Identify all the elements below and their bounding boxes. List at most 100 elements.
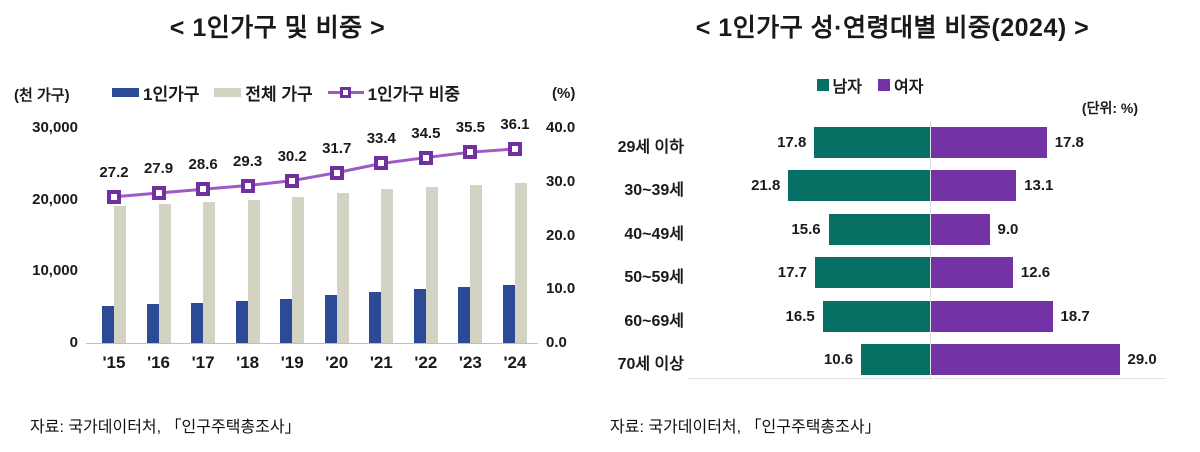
male-bar (788, 170, 930, 202)
right-axis-tick: 10.0 (546, 280, 576, 298)
legend-item-total-household: 전체 가구 (214, 80, 313, 105)
legend-item-male: 남자 (816, 73, 862, 97)
age-group-label: 60~69세 (624, 312, 684, 330)
male-value-label: 15.6 (791, 220, 821, 238)
x-axis-label: '19 (280, 353, 304, 372)
ratio-marker (463, 145, 478, 160)
ratio-value-label: 31.7 (322, 139, 352, 157)
ratio-marker (374, 156, 389, 171)
male-value-label: 17.7 (777, 264, 807, 282)
left-chart-legend: 1인가구 전체 가구 1인가구 비중 (112, 80, 460, 105)
combo-chart-plot: 30,000 20,000 10,000 0 40.0 30.0 20.0 10.0 0.0 '1… (32, 115, 576, 372)
x-axis-label: '18 (236, 353, 260, 372)
x-axis-label: '15 (102, 353, 126, 372)
female-value-label: 13.1 (1024, 177, 1054, 195)
left-axis-tick: 0 (69, 334, 78, 351)
x-axis-label: '23 (458, 353, 482, 372)
single-household-swatch-icon (112, 88, 139, 97)
single-household-bar (458, 286, 471, 343)
line-marker-icon (327, 86, 364, 100)
total-household-bar (425, 186, 438, 343)
legend-label: 남자 (832, 79, 862, 96)
single-household-bar (369, 291, 382, 343)
male-value-label: 17.8 (777, 134, 807, 151)
ratio-value-label: 30.2 (277, 147, 307, 165)
female-bar (931, 213, 990, 245)
total-household-bar (158, 204, 171, 343)
total-household-bar (514, 183, 527, 343)
male-bar (814, 257, 930, 289)
legend-label: 1인가구 (143, 85, 200, 104)
left-axis-tick: 10,000 (32, 262, 78, 280)
x-axis-label: '16 (147, 353, 171, 372)
legend-item-single-household: 1인가구 (112, 80, 199, 105)
legend-label: 여자 (894, 79, 924, 96)
ratio-value-label: 29.3 (233, 152, 263, 170)
right-source-note: 자료: 국가데이터처, 「인구주택총조사」 (610, 419, 881, 436)
female-value-label: 18.7 (1060, 307, 1090, 325)
x-axis-label: '22 (414, 353, 438, 372)
ratio-value-label: 34.5 (411, 124, 441, 142)
total-household-bar (336, 193, 349, 343)
total-household-bar (470, 184, 483, 343)
female-bar (931, 127, 1047, 158)
right-chart-title: < 1인가구 성·연령대별 비중(2024) > (695, 14, 1090, 42)
ratio-marker (285, 173, 300, 188)
female-value-label: 9.0 (997, 220, 1019, 238)
male-bar (822, 300, 930, 332)
ratio-value-label: 27.2 (99, 163, 129, 181)
single-household-bar (235, 301, 248, 343)
total-household-bar (203, 202, 216, 343)
ratio-value-label: 33.4 (366, 130, 396, 148)
left-axis-tick: 30,000 (32, 119, 78, 136)
bottom-axis-line (688, 378, 1166, 379)
ratio-marker (507, 141, 522, 156)
age-group-label: 29세 이하 (617, 139, 684, 156)
legend-label: 1인가구 비중 (367, 85, 461, 104)
right-axis-unit-label: (%) (552, 85, 576, 102)
legend-label: 전체 가구 (245, 85, 313, 104)
x-axis-label: '20 (325, 353, 349, 372)
total-household-bar (114, 206, 126, 343)
x-axis-line (86, 343, 538, 344)
ratio-marker (196, 182, 211, 197)
left-chart-title: < 1인가구 및 비중 > (169, 14, 386, 42)
ratio-value-label: 35.5 (455, 119, 485, 137)
female-bar (931, 170, 1017, 202)
female-bar (931, 300, 1053, 332)
ratio-value-label: 36.1 (500, 115, 530, 133)
legend-item-ratio: 1인가구 비중 (327, 80, 461, 105)
age-group-label: 40~49세 (624, 225, 684, 243)
female-value-label: 12.6 (1020, 264, 1051, 282)
male-bar (814, 127, 930, 158)
female-swatch-icon (878, 79, 890, 91)
left-axis-unit-label: (천 가구) (14, 87, 70, 104)
total-household-bar (381, 189, 394, 343)
right-axis-tick: 0.0 (546, 334, 567, 351)
male-bar (828, 213, 930, 245)
left-source-note: 자료: 국가데이터처, 「인구주택총조사」 (30, 419, 301, 436)
male-value-label: 16.5 (785, 307, 815, 325)
center-axis-line (930, 121, 931, 378)
unit-note: (단위: %) (1081, 100, 1138, 116)
single-household-bar (191, 302, 204, 343)
legend-item-female: 여자 (878, 73, 923, 97)
total-household-bar (247, 199, 260, 343)
x-axis-label: '17 (191, 353, 215, 372)
ratio-value-label: 28.6 (188, 156, 218, 174)
age-group-label: 30~39세 (624, 182, 684, 200)
right-chart-legend: 남자 여자 (600, 73, 1200, 97)
ratio-marker (418, 150, 433, 165)
single-household-bar (280, 298, 293, 343)
male-swatch-icon (816, 79, 829, 91)
single-household-bar (102, 305, 114, 343)
male-bar (861, 344, 930, 375)
total-household-bar (292, 197, 305, 343)
right-axis-tick: 30.0 (546, 172, 576, 190)
right-axis-tick: 40.0 (546, 119, 576, 136)
female-value-label: 17.8 (1054, 134, 1084, 151)
single-household-bar (146, 304, 159, 343)
male-value-label: 10.6 (823, 351, 854, 368)
age-group-label: 50~59세 (624, 269, 684, 287)
